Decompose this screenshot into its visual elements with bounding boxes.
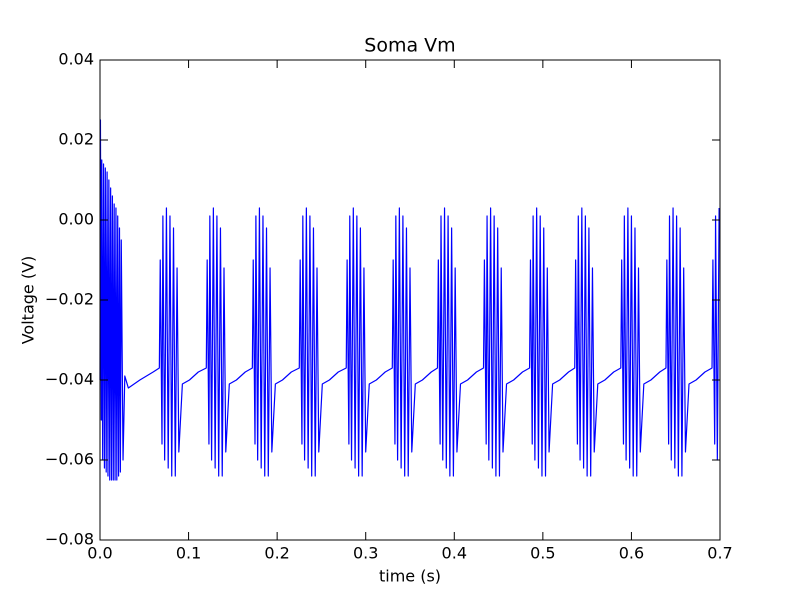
x-tick-label: 0.0 [87, 544, 112, 563]
x-tick-label: 0.7 [707, 544, 732, 563]
y-tick-label: −0.08 [45, 530, 94, 549]
y-tick-label: −0.02 [45, 290, 94, 309]
y-tick-label: 0.02 [58, 130, 94, 149]
y-tick-label: −0.04 [45, 370, 94, 389]
y-tick-label: 0.04 [58, 50, 94, 69]
y-tick-label: 0.00 [58, 210, 94, 229]
x-tick-label: 0.5 [530, 544, 555, 563]
y-axis-label: Voltage (V) [19, 256, 38, 345]
x-tick-label: 0.4 [442, 544, 467, 563]
data-line [99, 119, 720, 481]
y-tick-label: −0.06 [45, 450, 94, 469]
x-axis-label: time (s) [379, 567, 441, 586]
x-tick-label: 0.6 [619, 544, 644, 563]
chart-title: Soma Vm [364, 35, 455, 57]
x-tick-label: 0.2 [264, 544, 289, 563]
x-tick-label: 0.3 [353, 544, 378, 563]
x-tick-label: 0.1 [176, 544, 201, 563]
